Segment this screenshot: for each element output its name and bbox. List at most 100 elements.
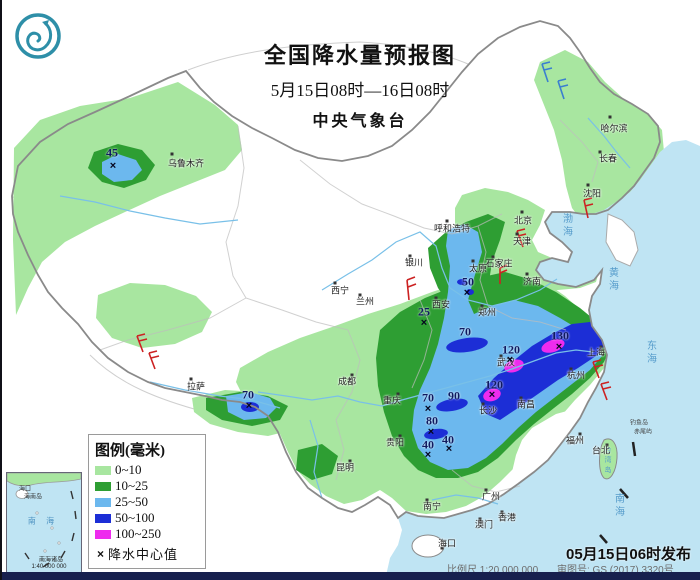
- city-dot: [569, 367, 573, 371]
- agency-name: 中央气象台: [312, 113, 408, 130]
- city-label: 广州: [481, 491, 501, 502]
- city-dot: [408, 254, 412, 258]
- precip-center-marker-icon: ×: [427, 426, 435, 438]
- city-dot: [333, 281, 337, 285]
- tarim-river: [59, 195, 239, 225]
- country-border: [11, 20, 661, 520]
- precip-center-marker-icon: ×: [97, 546, 105, 561]
- rivers: [59, 117, 631, 505]
- city-dot: [481, 402, 485, 406]
- left-edge-border: [0, 0, 2, 580]
- city-dot: [445, 219, 449, 223]
- title-block: 全国降水量预报图 5月15日08时—16日08时 中央气象台: [230, 38, 490, 131]
- wind-barb-icon: [499, 264, 508, 284]
- south-china-sea-inset: 海口 海南岛 南 海 南海诸岛 1:40 000 000: [6, 472, 82, 576]
- city-dot: [478, 517, 482, 521]
- city-label: 香港: [497, 512, 517, 523]
- city-dot: [350, 373, 354, 377]
- city-label: 澳门: [474, 519, 494, 530]
- precip-center-value: 45: [106, 145, 118, 160]
- legend-item: 100~250: [95, 526, 199, 541]
- legend-color-chip: [95, 497, 111, 507]
- city-label: 西安: [431, 299, 451, 310]
- legend-color-chip: [95, 529, 111, 539]
- city-label: 乌鲁木齐: [167, 158, 205, 169]
- precip-center-marker-icon: ×: [506, 354, 514, 366]
- city-dot: [499, 354, 503, 358]
- city-dot: [170, 152, 174, 156]
- inset-scale-label: 1:40 000 000: [31, 564, 67, 570]
- rain-lg-xinjiang-nw: [13, 82, 242, 315]
- map-scale: 比例尺 1:20 000 000: [447, 565, 539, 576]
- city-label: 哈尔滨: [600, 123, 628, 134]
- city-label: 南宁: [422, 501, 442, 512]
- precip-center-value: 40: [442, 432, 454, 447]
- precip-center-value: 130: [551, 328, 569, 343]
- city-dot: [440, 546, 444, 550]
- sea-name-label: 渤海: [560, 213, 572, 239]
- city-label: 银川: [404, 257, 424, 268]
- korea-peninsula: [605, 213, 639, 267]
- inset-hainan-label: 海南岛: [23, 494, 43, 501]
- city-dot: [491, 255, 495, 259]
- legend-item: 25~50: [95, 494, 199, 509]
- precip-center-value: 70: [459, 324, 471, 339]
- legend-title: 图例(毫米): [95, 443, 165, 459]
- dry-area-se: [512, 402, 592, 482]
- wind-barb-icon: [406, 276, 417, 301]
- wind-barb-icon: [583, 197, 594, 219]
- sea-name-label: 钓鱼岛: [629, 420, 649, 427]
- legend-color-chip: [95, 513, 111, 523]
- city-dot: [348, 459, 352, 463]
- inset-sea-label: 南 海: [27, 516, 59, 526]
- rain-db-taiyuan-b: [466, 289, 474, 295]
- city-dot: [189, 377, 193, 381]
- city-dot: [608, 115, 612, 119]
- city-dot: [471, 259, 475, 263]
- rain-db-guizhou: [424, 428, 448, 440]
- city-dot: [605, 443, 609, 447]
- legend-color-chip: [95, 465, 111, 475]
- city-label: 郑州: [477, 307, 497, 318]
- legend-color-chip: [95, 481, 111, 491]
- sea-name-label: 赤尾屿: [633, 429, 653, 436]
- city-label: 重庆: [382, 395, 402, 406]
- city-dot: [599, 345, 603, 349]
- page-title: 全国降水量预报图: [263, 43, 456, 68]
- precip-center-value: 70: [422, 390, 434, 405]
- precip-area-100-250: [483, 339, 565, 402]
- legend-item: 0~10: [95, 462, 199, 477]
- city-label: 拉萨: [186, 381, 206, 392]
- legend-item-label: 100~250: [115, 526, 162, 541]
- precip-center-value: 25: [418, 304, 430, 319]
- cma-logo: [14, 12, 62, 60]
- rain-db-main-band: [478, 322, 606, 420]
- forecast-period: 5月15日08时—16日08时: [270, 81, 450, 100]
- approval-number: 审图号: GS (2017) 3320号: [557, 565, 674, 576]
- legend-item-label: 25~50: [115, 494, 149, 509]
- city-label: 武汉: [496, 357, 516, 368]
- legend-center-note: × 降水中心值: [95, 544, 199, 563]
- city-label: 沈阳: [582, 188, 602, 199]
- precip-center-marker-icon: ×: [555, 341, 563, 353]
- city-label: 石家庄: [485, 258, 513, 269]
- sea-name-label: 黄海: [606, 267, 618, 293]
- brahmaputra-river: [149, 381, 281, 409]
- city-label: 昆明: [335, 462, 355, 473]
- city-label: 天津: [512, 236, 532, 247]
- sea-name-label: 东海: [644, 340, 656, 366]
- legend-item: 10~25: [95, 478, 199, 493]
- rain-lg-xinjiang-s: [96, 283, 212, 348]
- wind-barb-icon: [600, 381, 612, 401]
- city-label: 南昌: [516, 399, 536, 410]
- sea-name-label: 南海: [612, 493, 624, 519]
- precip-center-marker-icon: ×: [109, 160, 117, 172]
- city-dot: [520, 210, 524, 214]
- legend-item-label: 10~25: [115, 478, 149, 493]
- precip-center-marker-icon: ×: [463, 287, 471, 299]
- legend-rows: 0~10 10~25 25~50 50~100 100~250: [95, 462, 199, 541]
- city-dot: [578, 432, 582, 436]
- inset-haikou-label: 海口: [18, 486, 32, 493]
- rain-db-taiyuan-a: [457, 279, 467, 285]
